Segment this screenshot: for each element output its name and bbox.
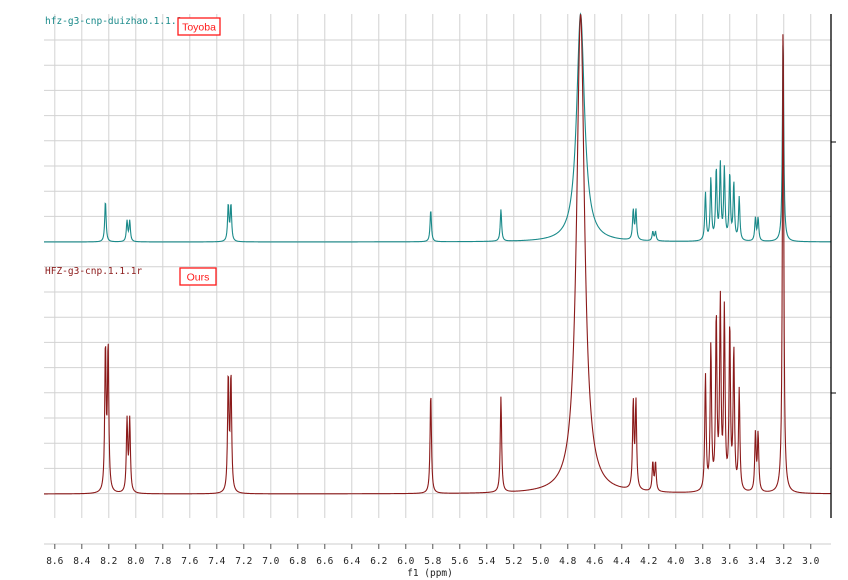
x-tick-label: 6.6	[316, 556, 333, 567]
x-axis-ticks: 8.6 8.4 8.2 8.0 7.8 7.6 7.4 7.2 7.0 6.8 6.6 6.4 6.2 6…	[46, 544, 820, 567]
x-tick-label: 4.4	[613, 556, 630, 567]
spectra-plot-area	[44, 12, 831, 495]
x-tick-label: 5.0	[532, 556, 549, 567]
annotation-toyoba-box	[177, 17, 221, 36]
x-tick-label: 4.2	[640, 556, 657, 567]
grid	[44, 14, 831, 518]
annotation-ours: Ours	[187, 272, 210, 284]
x-tick-label: 7.4	[208, 556, 225, 567]
x-tick-label: 8.4	[73, 556, 90, 567]
x-tick-label: 3.2	[775, 556, 792, 567]
x-tick-label: 8.6	[46, 556, 63, 567]
spectrum-bottom-label: HFZ-g3-cnp.1.1.1r	[45, 266, 143, 277]
x-tick-label: 5.8	[424, 556, 441, 567]
x-tick-label: 7.8	[154, 556, 171, 567]
x-tick-label: 3.6	[721, 556, 738, 567]
x-tick-label: 6.0	[397, 556, 414, 567]
x-tick-label: 5.4	[478, 556, 495, 567]
x-tick-label: 3.8	[694, 556, 711, 567]
annotation-ours-box	[179, 267, 217, 286]
spectrum-top-label: hfz-g3-cnp-duizhao.1.1.1r	[45, 16, 188, 27]
spectrum-line-0	[44, 12, 831, 243]
x-tick-label: 4.0	[667, 556, 684, 567]
x-tick-label: 4.8	[559, 556, 576, 567]
x-tick-label: 4.6	[586, 556, 603, 567]
x-tick-label: 6.8	[289, 556, 306, 567]
x-tick-label: 8.2	[100, 556, 117, 567]
x-tick-label: 6.4	[343, 556, 360, 567]
x-tick-label: 3.0	[802, 556, 819, 567]
spectrum-line-1	[44, 14, 831, 495]
x-tick-label: 5.6	[451, 556, 468, 567]
x-tick-label: 7.0	[262, 556, 279, 567]
x-tick-label: 5.2	[505, 556, 522, 567]
x-tick-label: 3.4	[748, 556, 765, 567]
x-tick-label: 7.2	[235, 556, 252, 567]
x-tick-label: 8.0	[127, 556, 144, 567]
x-tick-label: 6.2	[370, 556, 387, 567]
x-tick-label: 7.6	[181, 556, 198, 567]
x-axis-title: f1 (ppm)	[407, 568, 453, 579]
annotation-toyoba: Toyoba	[182, 22, 216, 34]
